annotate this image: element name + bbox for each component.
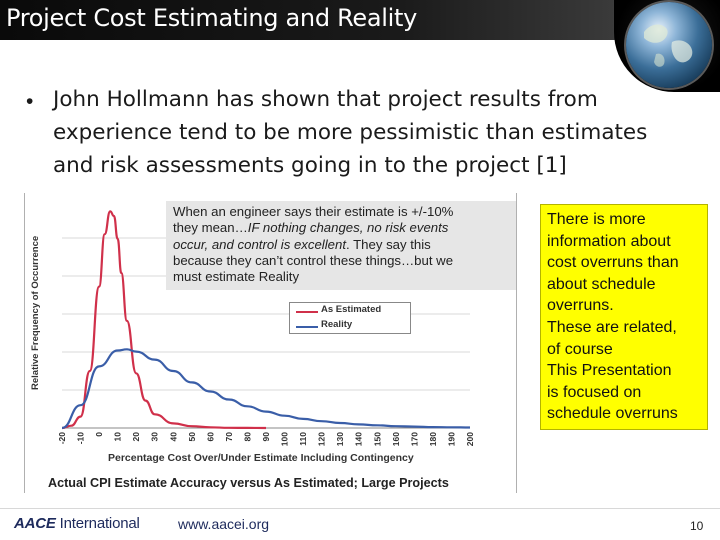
title-bar [0,0,720,40]
chart-x-tick-label: 60 [205,432,215,442]
footer-url: www.aacei.org [178,516,270,532]
legend-label-reality: Reality [321,319,353,330]
globe-icon [626,2,712,88]
note-line: These are related, [547,318,677,336]
chart-legend [289,302,411,334]
note-line: cost overruns than [547,254,679,272]
chart-x-tick-label: 10 [113,432,123,442]
quote-line-3-plain: . They say this [346,236,431,252]
note-line: This Presentation [547,362,672,380]
quote-line-2-plain: they mean… [173,220,248,236]
aace-logo-text: International [55,515,140,532]
chart-x-tick-label: 190 [446,432,456,446]
legend-swatch-reality [296,326,318,328]
bullet-line-3: and risk assessments going in to the pro… [53,153,567,178]
chart-x-tick-label: 0 [94,432,104,437]
quote-line-3-italic: occur, and control is excellent [173,236,346,252]
note-line: about schedule [547,275,656,293]
series-line-as-estimated [61,210,267,430]
aace-logo: AACE International [14,515,140,532]
note-line: information about [547,232,671,250]
chart-x-tick-label: -20 [57,432,67,445]
chart-x-tick-label: 180 [428,432,438,446]
quote-line-5: must estimate Reality [173,269,300,285]
legend-swatch-as-estimated [296,311,318,313]
chart-x-tick-label: 20 [131,432,141,442]
note-line: is focused on [547,383,642,401]
quote-line-4: because they can’t control these things…… [173,252,454,268]
note-line: of course [547,340,613,358]
slide-title: Project Cost Estimating and Reality [6,4,418,32]
chart-x-tick-label: 160 [391,432,401,446]
chart-x-tick-label: -10 [76,432,86,445]
chart-x-tick-label: 130 [335,432,345,446]
chart-x-tick-label: 200 [465,432,475,446]
note-line: schedule overruns [547,405,678,423]
series-line-reality [61,348,471,430]
legend-label-as-estimated: As Estimated [321,304,382,315]
quote-line-2: they mean…IF nothing changes, no risk ev… [173,220,515,236]
quote-box [166,201,516,290]
chart-x-tick-label: 100 [280,432,290,446]
bullet-line-2: experience tend to be more pessimistic t… [53,120,648,145]
chart-x-tick-label: 140 [354,432,364,446]
chart-caption: Actual CPI Estimate Accuracy versus As E… [48,476,449,490]
chart-x-axis-label: Percentage Cost Over/Under Estimate Incl… [108,452,414,464]
quote-line-1: When an engineer says their estimate is … [173,204,454,219]
aace-logo-mark: AACE [14,515,56,532]
note-line: overruns. [547,297,614,315]
chart-x-tick-label: 120 [317,432,327,446]
quote-text: When an engineer says their estimate is … [173,204,515,285]
quote-line-3: occur, and control is excellent. They sa… [173,237,515,253]
chart-x-tick-label: 40 [168,432,178,442]
quote-line-2-italic: IF nothing changes, no risk events [247,220,449,236]
note-box: There is more information about cost ove… [540,204,708,430]
bullet-line-1: John Hollmann has shown that project res… [53,87,598,112]
chart-x-tick-label: 150 [372,432,382,446]
chart-x-tick-label: 30 [150,432,160,442]
chart-x-tick-label: 110 [298,432,308,446]
note-line: There is more [547,211,646,228]
page-number: 10 [690,519,704,533]
chart-x-tick-label: 50 [187,432,197,442]
bullet-symbol: • [26,90,34,113]
chart-x-tick-label: 90 [261,432,271,442]
chart-y-axis-label: Relative Frequency of Occurrence [30,235,41,390]
footer-divider [0,508,720,509]
chart-x-tick-label: 70 [224,432,234,442]
chart-x-tick-label: 80 [242,432,252,442]
chart-x-tick-label: 170 [409,432,419,446]
